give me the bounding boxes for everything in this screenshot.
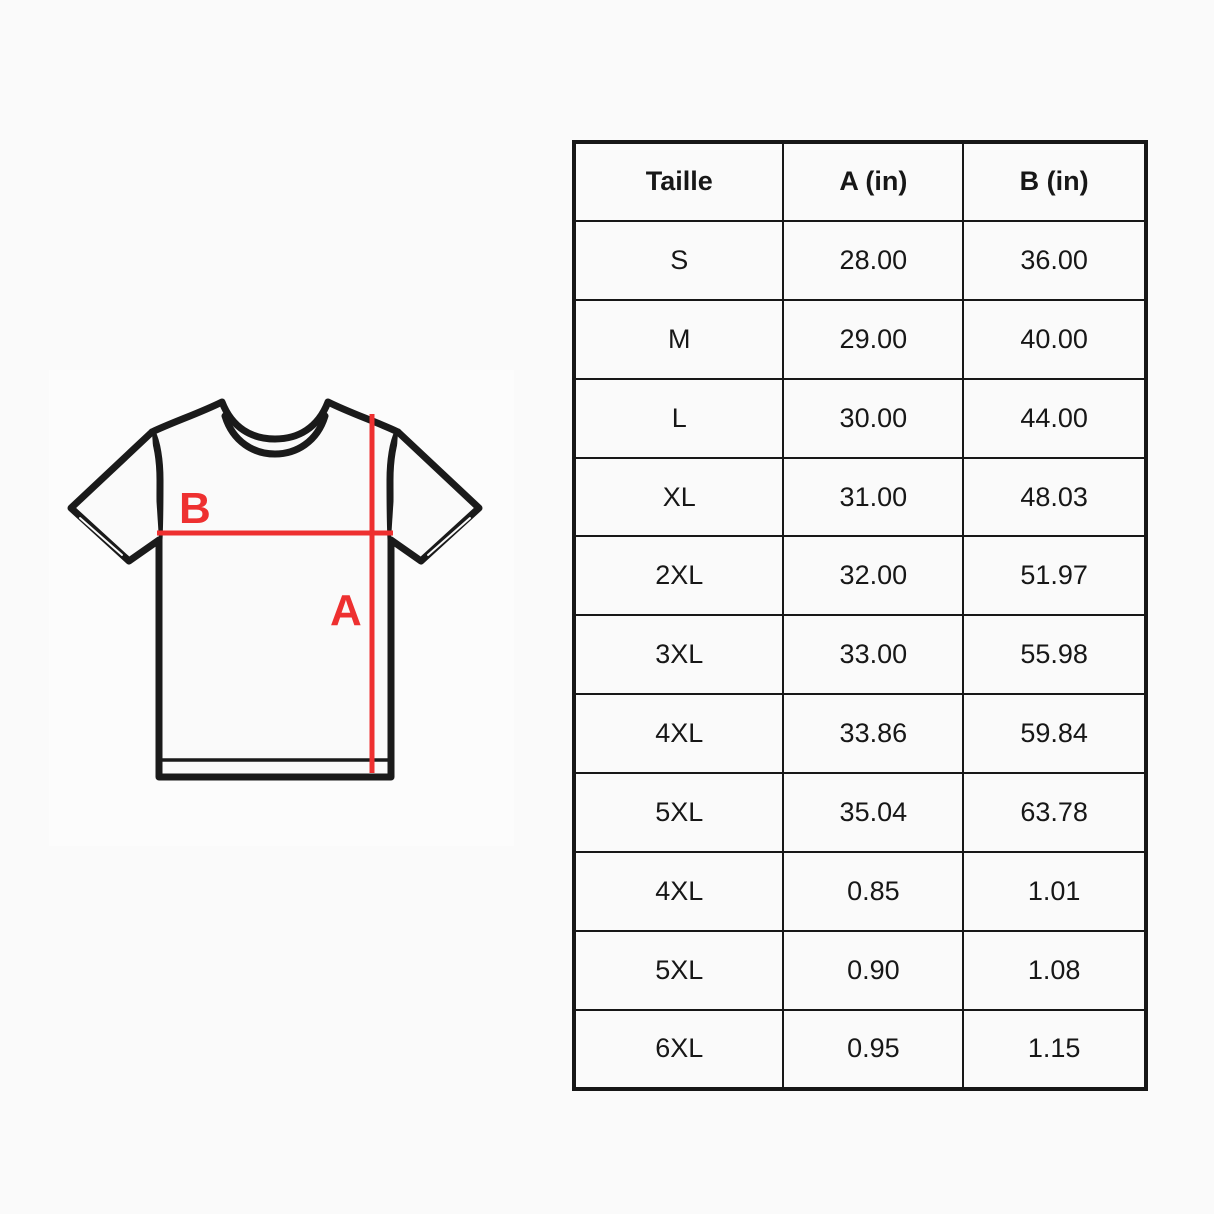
svg-text:B: B	[179, 484, 211, 533]
svg-text:A: A	[330, 586, 362, 635]
